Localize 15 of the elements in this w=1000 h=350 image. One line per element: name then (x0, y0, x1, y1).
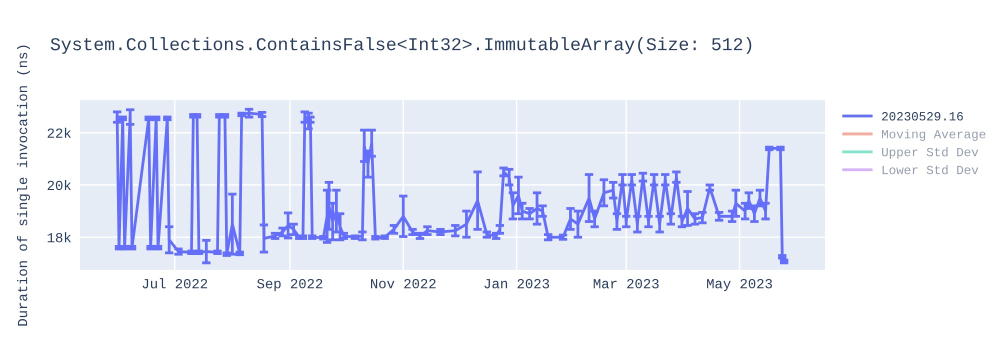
x-tick-label: Mar 2023 (594, 278, 659, 288)
x-tick-label: Jan 2023 (484, 278, 550, 288)
x-tick-label: May 2023 (707, 278, 772, 292)
y-tick-label: 22k (48, 128, 71, 138)
x-tick-label: Jul 2022 (142, 278, 208, 288)
y-tick-label: 18k (48, 232, 71, 242)
y-axis-title: Duration of single invocation (ns) (17, 46, 30, 326)
y-tick-label: 20k (48, 180, 71, 190)
x-tick-label: Nov 2022 (371, 278, 436, 288)
x-tick-label: Sep 2022 (257, 278, 322, 292)
chart-title: System.Collections.ContainsFalse<Int32>.ImmutableArray(Size: 512) (50, 37, 752, 54)
legend-label: Upper Std Dev (882, 147, 978, 159)
legend-label: Moving Average (882, 129, 986, 141)
legend-label: Lower Std Dev (882, 165, 978, 174)
legend-label: 20230529.16 (882, 112, 963, 121)
